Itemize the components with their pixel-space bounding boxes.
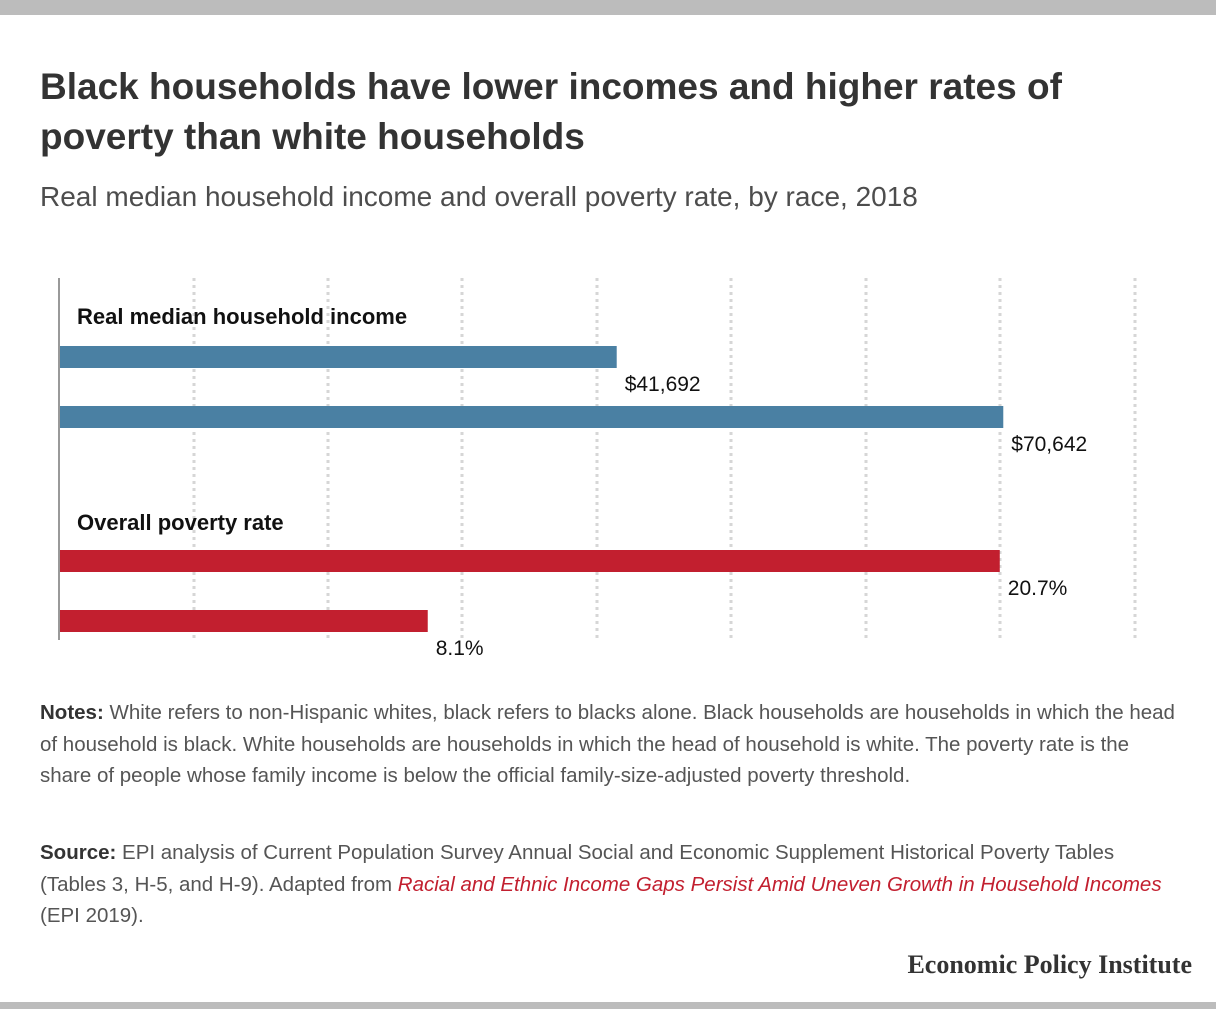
source-tail: (EPI 2019). — [40, 904, 144, 927]
source-label: Source: — [40, 841, 117, 864]
epi-logo: Economic Policy Institute — [907, 950, 1192, 979]
group-label: Real median household income — [77, 304, 407, 329]
chart-title: Black households have lower incomes and … — [40, 66, 1062, 157]
top-border — [0, 0, 1216, 15]
source-link[interactable]: Racial and Ethnic Income Gaps Persist Am… — [397, 872, 1162, 896]
notes: Notes: White refers to non-Hispanic whit… — [40, 697, 1180, 792]
notes-label: Notes: — [40, 701, 104, 724]
bottom-border — [0, 1002, 1216, 1009]
data-label: 20.7% — [1008, 577, 1068, 600]
data-label: 8.1% — [436, 637, 484, 660]
bar — [60, 406, 1004, 428]
source: Source: EPI analysis of Current Populati… — [40, 837, 1180, 932]
source-text: EPI analysis of Current Population Surve… — [40, 841, 1115, 896]
data-label: $41,692 — [625, 373, 701, 396]
bar — [60, 346, 617, 368]
notes-text: White refers to non-Hispanic whites, bla… — [40, 701, 1175, 787]
group-label: Overall poverty rate — [77, 510, 284, 535]
bar-chart: Real median household income $41,692 $70,6… — [58, 278, 1137, 660]
data-label: $70,642 — [1011, 433, 1087, 456]
bar — [60, 610, 428, 632]
chart-subtitle: Real median household income and overall… — [40, 181, 918, 212]
bar — [60, 550, 1000, 572]
